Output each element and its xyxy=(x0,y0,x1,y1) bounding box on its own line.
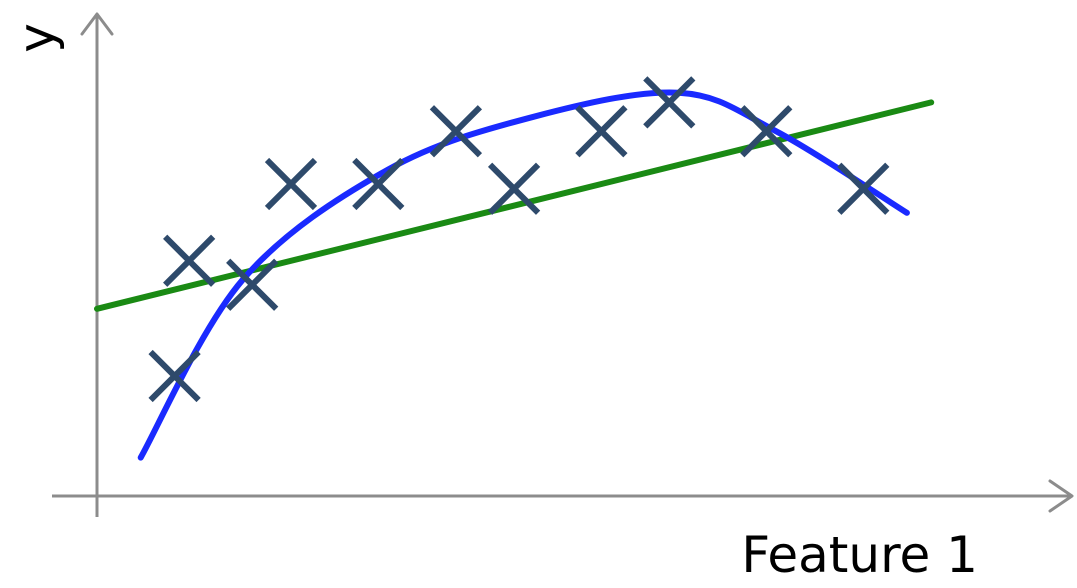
axes xyxy=(52,12,1074,517)
data-point-1 xyxy=(148,349,201,403)
polynomial-fit-line xyxy=(137,89,910,461)
data-point-10 xyxy=(740,105,793,158)
data-point-7 xyxy=(487,162,541,215)
y-axis-title: y xyxy=(8,23,66,53)
x-axis-title: Feature 1 xyxy=(741,526,978,584)
data-point-5 xyxy=(352,157,405,211)
data-point-3 xyxy=(226,258,279,311)
linear-fit-line xyxy=(94,99,935,312)
points-layer xyxy=(148,76,890,403)
series-layer xyxy=(94,89,935,461)
x-axis-arrowhead xyxy=(1048,479,1074,513)
y-axis-arrowhead xyxy=(80,12,114,36)
data-point-6 xyxy=(429,105,483,158)
data-point-4 xyxy=(264,157,318,211)
data-point-2 xyxy=(163,234,216,287)
data-point-9 xyxy=(643,76,696,129)
data-point-11 xyxy=(837,162,890,215)
data-point-8 xyxy=(575,105,628,158)
